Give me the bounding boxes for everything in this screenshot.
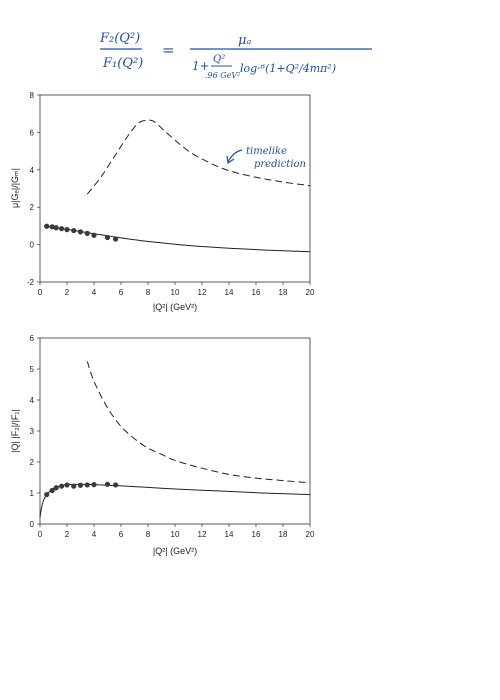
data-point — [104, 481, 111, 487]
x-tick-label: 8 — [146, 288, 151, 297]
data-point — [113, 482, 119, 488]
formula-lhs-numerator: F₂(Q²) — [99, 31, 140, 46]
y-tick-label: 6 — [30, 128, 35, 137]
x-tick-label: 4 — [92, 288, 97, 297]
annotation-arrow-shaft — [227, 149, 243, 163]
x-tick-label: 4 — [92, 530, 97, 539]
x-tick-label: 0 — [38, 530, 43, 539]
chart1-plot-frame — [39, 94, 311, 283]
x-tick-label: 12 — [198, 530, 207, 539]
x-tick-label: 10 — [171, 530, 180, 539]
chart2-x-axis-label: |Q²| (GeV²) — [153, 546, 197, 556]
data-point — [77, 229, 84, 235]
formula-rhs-one-plus: 1+ — [192, 59, 210, 73]
data-point — [71, 227, 77, 234]
x-tick-label: 16 — [252, 530, 261, 539]
data-point — [113, 236, 119, 242]
formula-lhs-denominator: F₁(Q²) — [102, 56, 143, 71]
chart1-x-axis-label: |Q²| (GeV²) — [153, 302, 197, 312]
x-tick-label: 20 — [306, 288, 315, 297]
x-tick-label: 18 — [279, 288, 288, 297]
spacelike-solid-curve — [43, 225, 311, 253]
y-tick-label: -2 — [27, 278, 35, 287]
y-tick-label: 0 — [30, 520, 35, 529]
annotation-arrow-head — [226, 155, 235, 165]
y-tick-label: 3 — [30, 427, 35, 436]
chart1-y-axis-label: μ|Gₑ|/|Gₘ| — [10, 168, 20, 208]
x-tick-label: 20 — [306, 530, 315, 539]
formula-rhs-inner-denominator: .96 GeV² — [205, 71, 240, 80]
data-point — [77, 482, 84, 488]
timelike-dashed-curve — [86, 119, 311, 195]
data-point — [49, 487, 55, 494]
x-tick-label: 6 — [119, 530, 124, 539]
timelike-dashed-curve — [86, 361, 311, 484]
y-tick-label: 5 — [30, 365, 35, 374]
data-point — [104, 234, 111, 241]
x-tick-label: 0 — [38, 288, 43, 297]
x-tick-label: 2 — [65, 530, 70, 539]
y-tick-label: 2 — [30, 203, 35, 212]
data-point — [64, 227, 70, 233]
formula-equals-sign: = — [162, 41, 175, 59]
annotation-text-line-1: timelike — [246, 146, 287, 157]
data-point — [49, 224, 55, 230]
x-tick-label: 2 — [65, 288, 70, 297]
formula-rhs-log-term: log·⁶(1+Q²/4mπ²) — [240, 62, 336, 75]
x-tick-label: 18 — [279, 530, 288, 539]
y-tick-label: 6 — [30, 334, 35, 343]
data-point — [64, 482, 70, 488]
chart2-plot-frame — [39, 337, 311, 525]
formula-rhs-q-squared: Q² — [213, 54, 225, 65]
y-tick-label: 8 — [30, 91, 35, 100]
y-tick-label: 4 — [30, 166, 35, 175]
x-tick-label: 14 — [225, 288, 234, 297]
x-tick-label: 16 — [252, 288, 261, 297]
handwritten-formula: F₂(Q²) F₁(Q²) = μₐ 1+ Q² .96 GeV² log·⁶(… — [99, 31, 372, 80]
data-point — [84, 230, 90, 236]
data-point — [59, 226, 65, 232]
x-tick-label: 14 — [225, 530, 234, 539]
data-point — [53, 225, 59, 231]
data-point — [84, 482, 90, 488]
data-point — [44, 223, 50, 229]
formula-rhs-numerator: μₐ — [238, 33, 251, 48]
data-point — [44, 491, 50, 498]
data-point — [59, 483, 65, 489]
spacelike-solid-curve — [39, 483, 311, 518]
y-tick-label: 1 — [30, 489, 35, 498]
data-point — [91, 232, 97, 238]
data-point — [91, 482, 97, 488]
y-tick-label: 2 — [30, 458, 35, 467]
chart2-y-axis-label: |Q| |F₂|/|F₁| — [10, 409, 20, 453]
y-tick-label: 0 — [30, 241, 35, 250]
data-point — [53, 485, 59, 491]
x-tick-label: 12 — [198, 288, 207, 297]
x-tick-label: 8 — [146, 530, 151, 539]
x-tick-label: 10 — [171, 288, 180, 297]
y-tick-label: 4 — [30, 396, 35, 405]
annotation-text-line-2: prediction — [254, 159, 306, 170]
x-tick-label: 6 — [119, 288, 124, 297]
timelike-annotation: timelike prediction — [226, 146, 306, 170]
data-point — [71, 483, 77, 489]
